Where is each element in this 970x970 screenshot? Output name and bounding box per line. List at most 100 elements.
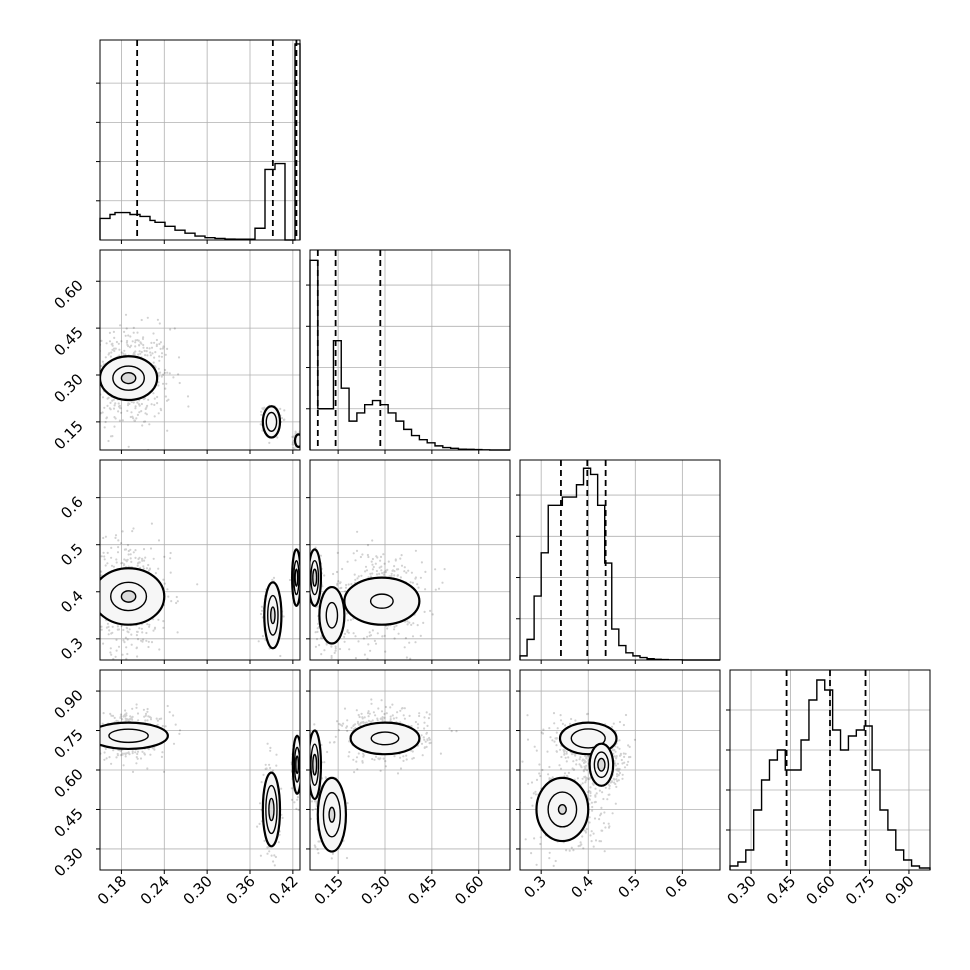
panel-content: [100, 670, 300, 870]
contour-line: [112, 365, 145, 391]
contour-line: [293, 433, 300, 448]
hist-panel-2: [306, 249, 511, 454]
scatter-panel-3-1: [96, 459, 301, 664]
contour-line: [343, 576, 421, 626]
contour-line: [318, 585, 346, 645]
contour-line: [312, 753, 318, 776]
contour-line: [547, 791, 578, 828]
x-tick-label: 0.60: [802, 872, 838, 908]
y-tick-label: 0.90: [50, 686, 86, 722]
y-tick-label: 0.15: [50, 417, 86, 453]
contour-line: [265, 411, 278, 432]
axes-frame: [309, 249, 511, 451]
contour-line: [295, 755, 300, 775]
histogram-step: [309, 259, 510, 451]
contour-line: [270, 606, 276, 625]
axes-frame: [99, 39, 301, 241]
contour-line: [267, 594, 279, 636]
contour-line: [310, 560, 320, 596]
contour-line: [312, 568, 318, 587]
y-tick-label: 0.5: [57, 540, 87, 570]
contour-line: [100, 567, 166, 626]
axes-frame: [99, 459, 301, 661]
x-tick-label: 0.75: [842, 872, 878, 908]
y-tick-label: 0.4: [57, 587, 87, 617]
contour-line: [593, 751, 610, 779]
y-tick-label: 0.75: [50, 726, 86, 762]
contour-line: [291, 734, 300, 795]
contour-line: [261, 771, 282, 848]
contour-line: [588, 742, 615, 787]
scatter-panel-4-3: [516, 669, 721, 874]
x-tick-label: 0.15: [311, 872, 347, 908]
histogram-step: [729, 679, 931, 870]
contour-line: [570, 728, 606, 749]
contour-line: [349, 721, 421, 756]
contour-line: [293, 560, 300, 596]
x-tick-label: 0.36: [222, 872, 258, 908]
panel-content: [100, 460, 300, 660]
x-tick-label: 0.24: [137, 872, 173, 908]
x-tick-label: 0.45: [404, 872, 440, 908]
contour-line: [100, 355, 159, 402]
panel-content: [100, 250, 300, 450]
x-tick-label: 0.30: [724, 872, 760, 908]
x-tick-label: 0.5: [615, 872, 645, 902]
histogram-step: [99, 43, 301, 241]
contour-line: [110, 581, 148, 612]
contour-line: [597, 757, 606, 772]
hist-panel-1: [96, 39, 301, 244]
x-tick-label: 0.18: [94, 872, 130, 908]
x-tick-label: 0.60: [451, 872, 487, 908]
contour-fill: [350, 722, 420, 755]
contour-line: [120, 371, 137, 385]
x-tick-label: 0.3: [520, 872, 550, 902]
contour-fill: [319, 587, 345, 644]
contour-line: [369, 593, 394, 609]
x-tick-label: 0.6: [662, 872, 692, 902]
hist-panel-4: [726, 669, 931, 874]
contour-line: [535, 776, 590, 843]
y-tick-label: 0.30: [50, 844, 86, 880]
x-tick-label: 0.4: [567, 872, 597, 902]
contour-line: [291, 548, 300, 607]
contour-line: [310, 743, 320, 786]
y-tick-label: 0.60: [50, 765, 86, 801]
y-tick-label: 0.45: [50, 805, 86, 841]
y-tick-label: 0.3: [57, 634, 87, 664]
contour-line: [120, 590, 137, 603]
x-tick-label: 0.30: [357, 872, 393, 908]
contour-line: [261, 405, 282, 439]
y-tick-label: 0.30: [50, 370, 86, 406]
contour-fill: [100, 722, 168, 749]
contour-line: [294, 568, 299, 587]
contour-line: [322, 791, 342, 838]
panel-content: [310, 670, 510, 870]
panel-content: [310, 460, 510, 660]
y-tick-label: 0.6: [57, 493, 87, 523]
scatter-panel-3-2: [306, 459, 511, 664]
x-tick-label: 0.90: [881, 872, 917, 908]
contour-line: [310, 729, 323, 801]
y-tick-label: 0.60: [50, 276, 86, 312]
panel-content: [520, 670, 720, 870]
contour-line: [310, 548, 323, 607]
axes-frame: [99, 249, 301, 451]
hist-panel-3: [516, 459, 721, 664]
contour-line: [325, 601, 339, 629]
contour-line: [268, 797, 275, 822]
contour-line: [108, 728, 149, 744]
x-tick-label: 0.30: [180, 872, 216, 908]
axes-frame: [309, 459, 511, 661]
axes-frame: [519, 459, 721, 661]
histogram-step: [519, 467, 720, 661]
y-tick-label: 0.45: [50, 323, 86, 359]
contour-line: [370, 731, 400, 746]
contour-line: [558, 721, 618, 756]
contour-line: [263, 581, 283, 650]
scatter-panel-2-1: [96, 249, 301, 454]
scatter-panel-4-1: [96, 669, 301, 874]
contour-line: [557, 804, 567, 815]
contour-fill: [344, 577, 420, 625]
